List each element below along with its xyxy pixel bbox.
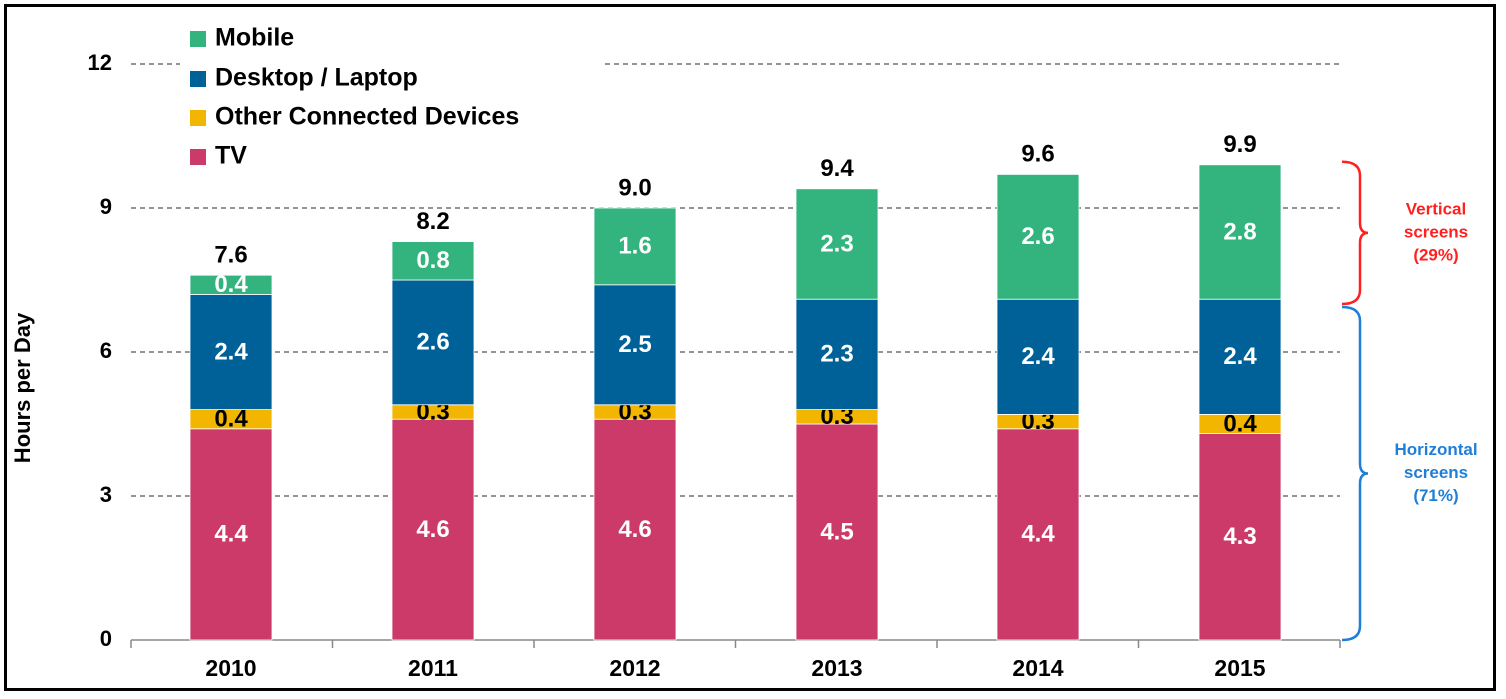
x-tick-label: 2012 [609, 655, 660, 681]
bar-segment-desktop-laptop [593, 284, 677, 406]
bar-segment-mobile [189, 274, 273, 295]
bar-segment-desktop-laptop [189, 293, 273, 410]
total-label: 8.2 [416, 208, 449, 235]
annotation-text: screens [1404, 463, 1468, 482]
data-label: 2.3 [820, 341, 853, 368]
bar-segment-mobile [593, 207, 677, 286]
data-label: 2.3 [820, 230, 853, 257]
data-label: 4.5 [820, 518, 853, 545]
legend-label: TV [215, 142, 247, 170]
data-label: 0.4 [214, 271, 248, 298]
data-label: 4.6 [416, 516, 449, 543]
annotation-text: Horizontal [1394, 440, 1477, 459]
horizontal-screens-brace [1341, 305, 1369, 642]
legend-label: Other Connected Devices [215, 103, 519, 131]
bar-segment-desktop-laptop [996, 298, 1080, 415]
x-tick-label: 2015 [1214, 655, 1265, 681]
x-tick-label: 2014 [1012, 655, 1063, 681]
data-label: 2.4 [1223, 343, 1257, 370]
data-label: 0.8 [416, 247, 449, 274]
data-label: 2.6 [1021, 223, 1054, 250]
y-tick-label: 12 [88, 50, 112, 75]
x-tick-label: 2013 [811, 655, 862, 681]
data-label: 1.6 [618, 233, 651, 260]
data-label: 2.4 [214, 338, 248, 365]
annotation-text: (71%) [1413, 486, 1458, 505]
legend-swatch [190, 110, 206, 126]
data-label: 0.4 [1223, 410, 1257, 437]
legend-label: Mobile [215, 24, 294, 52]
bar-segment-mobile [1198, 164, 1282, 300]
total-label: 7.6 [214, 242, 247, 269]
data-label: 0.4 [214, 406, 248, 433]
annotation-text: Vertical [1406, 199, 1467, 218]
data-label: 2.6 [416, 329, 449, 356]
x-tick-label: 2011 [408, 655, 458, 681]
legend-label: Desktop / Laptop [215, 64, 418, 92]
data-label: 4.4 [1021, 521, 1055, 548]
y-tick-label: 6 [100, 338, 112, 363]
legend-swatch [190, 149, 206, 165]
y-tick-label: 9 [100, 194, 112, 219]
y-axis-label: Hours per Day [10, 312, 35, 463]
legend-swatch [190, 71, 206, 87]
bar-segment-mobile [795, 188, 879, 300]
bar-segment-mobile [996, 173, 1080, 300]
total-label: 9.9 [1223, 131, 1256, 158]
data-label: 2.4 [1021, 343, 1055, 370]
x-tick-label: 2010 [205, 655, 256, 681]
total-label: 9.0 [618, 174, 651, 201]
data-label: 4.4 [214, 521, 248, 548]
total-label: 9.4 [820, 155, 854, 182]
data-label: 4.3 [1223, 523, 1256, 550]
bar-segment-desktop-laptop [1198, 298, 1282, 415]
bar-segment-tv [593, 418, 677, 641]
y-tick-label: 0 [100, 626, 112, 651]
bar-segment-tv [391, 418, 475, 641]
annotation-text: screens [1404, 222, 1468, 241]
bar-segment-tv [996, 428, 1080, 641]
vertical-screens-brace [1341, 160, 1369, 306]
total-label: 9.6 [1021, 141, 1054, 168]
data-label: 2.8 [1223, 218, 1256, 245]
y-tick-label: 3 [100, 482, 112, 507]
bar-segment-mobile [391, 241, 475, 281]
data-label: 2.5 [618, 331, 651, 358]
data-label: 4.6 [618, 516, 651, 543]
bar-segment-tv [1198, 433, 1282, 641]
annotation-text: (29%) [1413, 245, 1458, 264]
bar-segment-tv [189, 428, 273, 641]
legend-swatch [190, 31, 206, 47]
bar-segment-desktop-laptop [795, 298, 879, 411]
